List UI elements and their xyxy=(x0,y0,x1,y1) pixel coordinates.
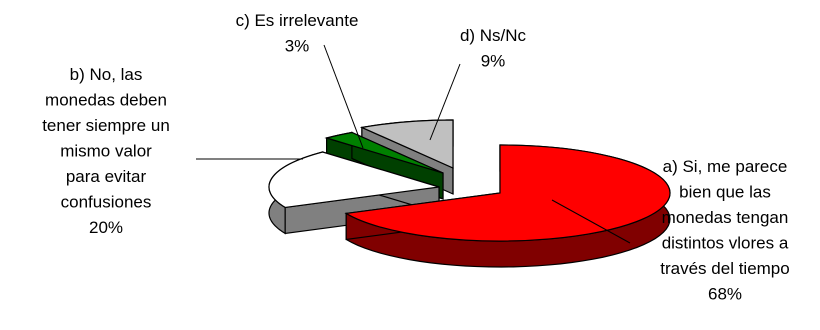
slice-label-line: para evitar xyxy=(66,167,147,186)
slice-a xyxy=(344,144,671,268)
slice-label-line: 9% xyxy=(481,52,506,71)
leader-line-d xyxy=(429,63,461,141)
leader-line-c xyxy=(323,44,364,149)
slice-label-line: confusiones xyxy=(61,193,152,212)
slice-label-line: c) Es irrelevante xyxy=(236,11,359,30)
slice-label-line: través del tiempo xyxy=(660,259,789,278)
slice-label-line: 20% xyxy=(89,218,123,237)
slice-top-b xyxy=(268,151,440,209)
slice-label-line: tener siempre un xyxy=(42,116,170,135)
slice-label-line: monedas deben xyxy=(45,91,167,110)
slice-label-line: d) Ns/Nc xyxy=(460,26,527,45)
slice-top-d xyxy=(359,119,454,169)
slice-top-c xyxy=(324,131,444,174)
slice-labels: a) Si, me parece bien que las monedas teng… xyxy=(42,11,790,304)
slice-label-line: monedas tengan xyxy=(662,208,789,227)
slice-label-b: b) No, las monedas deben tener siempre un m… xyxy=(42,65,170,237)
slice-label-line: 3% xyxy=(285,37,310,56)
slice-b xyxy=(268,151,440,235)
leader-line-a xyxy=(551,199,631,244)
slice-label-c: c) Es irrelevante 3% xyxy=(236,11,359,56)
slice-label-a: a) Si, me parece bien que las monedas teng… xyxy=(660,157,789,304)
slice-label-line: distintos vlores a xyxy=(662,234,789,253)
slice-label-line: b) No, las xyxy=(70,65,143,84)
slice-label-line: a) Si, me parece xyxy=(663,157,788,176)
slice-top-a xyxy=(344,144,671,242)
pie-slices xyxy=(268,119,671,268)
slice-label-line: 68% xyxy=(708,285,742,304)
slice-label-line: bien que las xyxy=(679,183,771,202)
leader-lines xyxy=(196,44,631,244)
slice-label-d: d) Ns/Nc 9% xyxy=(460,26,527,71)
slice-label-line: mismo valor xyxy=(60,142,152,161)
